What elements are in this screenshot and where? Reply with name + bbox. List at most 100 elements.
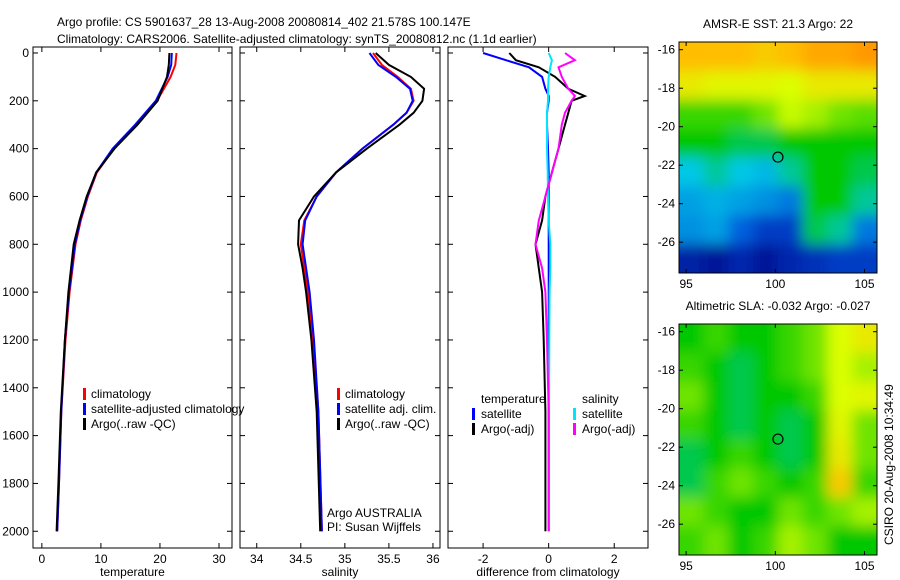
legend-swatch (573, 423, 576, 435)
x-tick-label: 100 (765, 277, 785, 291)
map-cell (703, 468, 730, 499)
x-tick-label: 95 (679, 277, 693, 291)
map-cell (778, 42, 804, 72)
y-tick-label: -26 (658, 235, 676, 249)
map-cell (852, 497, 877, 528)
y-tick-label: 0 (22, 46, 29, 60)
x-tick-label: 35 (338, 552, 352, 566)
map-cell (703, 410, 730, 441)
map-cell (728, 244, 755, 273)
map-cell (778, 468, 804, 499)
map-field (679, 324, 877, 555)
profile-panel-2: 34 34.5 35 35.5 36 salinity (239, 46, 441, 579)
y-tick-label: 1400 (2, 381, 29, 395)
map-title: Altimetric SLA: -0.032 Argo: -0.027 (686, 299, 871, 313)
map-cell (703, 439, 730, 470)
x-tick-label: 105 (854, 559, 874, 573)
map-cell (728, 439, 755, 470)
legend-title-salinity: salinity (582, 392, 619, 406)
map-cell (827, 99, 854, 130)
y-tick-label: -22 (658, 158, 676, 172)
y-tick-label: -18 (658, 363, 676, 377)
map-cell (753, 42, 779, 72)
map-cell (679, 128, 705, 159)
map-cell (802, 99, 829, 130)
map-cell (802, 215, 829, 246)
map-cell (827, 381, 854, 412)
legend-swatch (337, 403, 340, 415)
x-tick-label: 10 (94, 552, 108, 566)
map-cell (852, 42, 877, 72)
y-tick-label: -22 (658, 440, 676, 454)
map-cell (703, 215, 730, 246)
y-tick-label: -20 (658, 402, 676, 416)
map-cell (703, 128, 730, 159)
map-cell (778, 497, 804, 528)
map-cell (827, 244, 854, 273)
map-cell (753, 244, 779, 273)
map-cell (679, 468, 705, 499)
map-cell (679, 352, 705, 383)
map-frame (678, 41, 878, 274)
map-cell (753, 410, 779, 441)
map-cell (679, 157, 705, 188)
map-cell (778, 70, 804, 101)
map-cell (852, 186, 877, 217)
map-cell (703, 497, 730, 528)
map-cell (679, 410, 705, 441)
map-cell (802, 70, 829, 101)
map-cell (753, 352, 779, 383)
map-cell (703, 186, 730, 217)
y-tick-label: 600 (9, 189, 29, 203)
map-cell (679, 526, 705, 555)
map-cell (703, 526, 730, 555)
series-line-satellite-adjusted-climatology (56, 52, 173, 532)
map-cell (802, 42, 829, 72)
map-cell (679, 244, 705, 273)
series-group (482, 52, 588, 532)
y-tick-label: -16 (658, 43, 676, 57)
title-line1: Argo profile: CS 5901637_28 13-Aug-2008 … (57, 15, 471, 29)
y-tick-label: 2000 (2, 524, 29, 538)
map-cell (802, 128, 829, 159)
legend-swatch (83, 403, 86, 415)
map-cells (679, 324, 877, 555)
annotation-pi: PI: Susan Wijffels (327, 520, 421, 534)
y-tick-label: 1200 (2, 333, 29, 347)
map-cell (703, 157, 730, 188)
series-line-satellite-adj-clim- (301, 52, 414, 532)
map-cell (728, 42, 755, 72)
map-cell (852, 324, 877, 354)
map-cell (852, 128, 877, 159)
map-cell (753, 186, 779, 217)
map-cell (778, 381, 804, 412)
title-line2: Climatology: CARS2006. Satellite-adjuste… (57, 32, 537, 46)
map-cell (852, 352, 877, 383)
map-title: AMSR-E SST: 21.3 Argo: 22 (703, 17, 853, 31)
map-frame (678, 323, 878, 556)
map-cell (728, 215, 755, 246)
map-cell (827, 468, 854, 499)
map-cell (753, 157, 779, 188)
y-tick-label: -24 (658, 197, 676, 211)
map-cell (802, 381, 829, 412)
y-tick-label: 1800 (2, 476, 29, 490)
map-cell (852, 410, 877, 441)
map-cells (679, 42, 877, 273)
axes-frame (447, 46, 649, 549)
series-line-argo-raw-qc- (55, 52, 171, 532)
map-cell (679, 99, 705, 130)
y-tick-label: -16 (658, 325, 676, 339)
y-tick-label: -20 (658, 120, 676, 134)
x-tick-label: -2 (478, 552, 489, 566)
map-cell (679, 215, 705, 246)
x-tick-label: 36 (426, 552, 440, 566)
map-cell (703, 42, 730, 72)
map-panel-1: AMSR-E SST: 21.3 Argo: 22 95 100 105 -16 -18 -… (658, 17, 878, 291)
map-cell (852, 215, 877, 246)
map-cell (679, 42, 705, 72)
axes-frame (32, 46, 233, 549)
map-cell (827, 410, 854, 441)
map-cell (728, 324, 755, 354)
